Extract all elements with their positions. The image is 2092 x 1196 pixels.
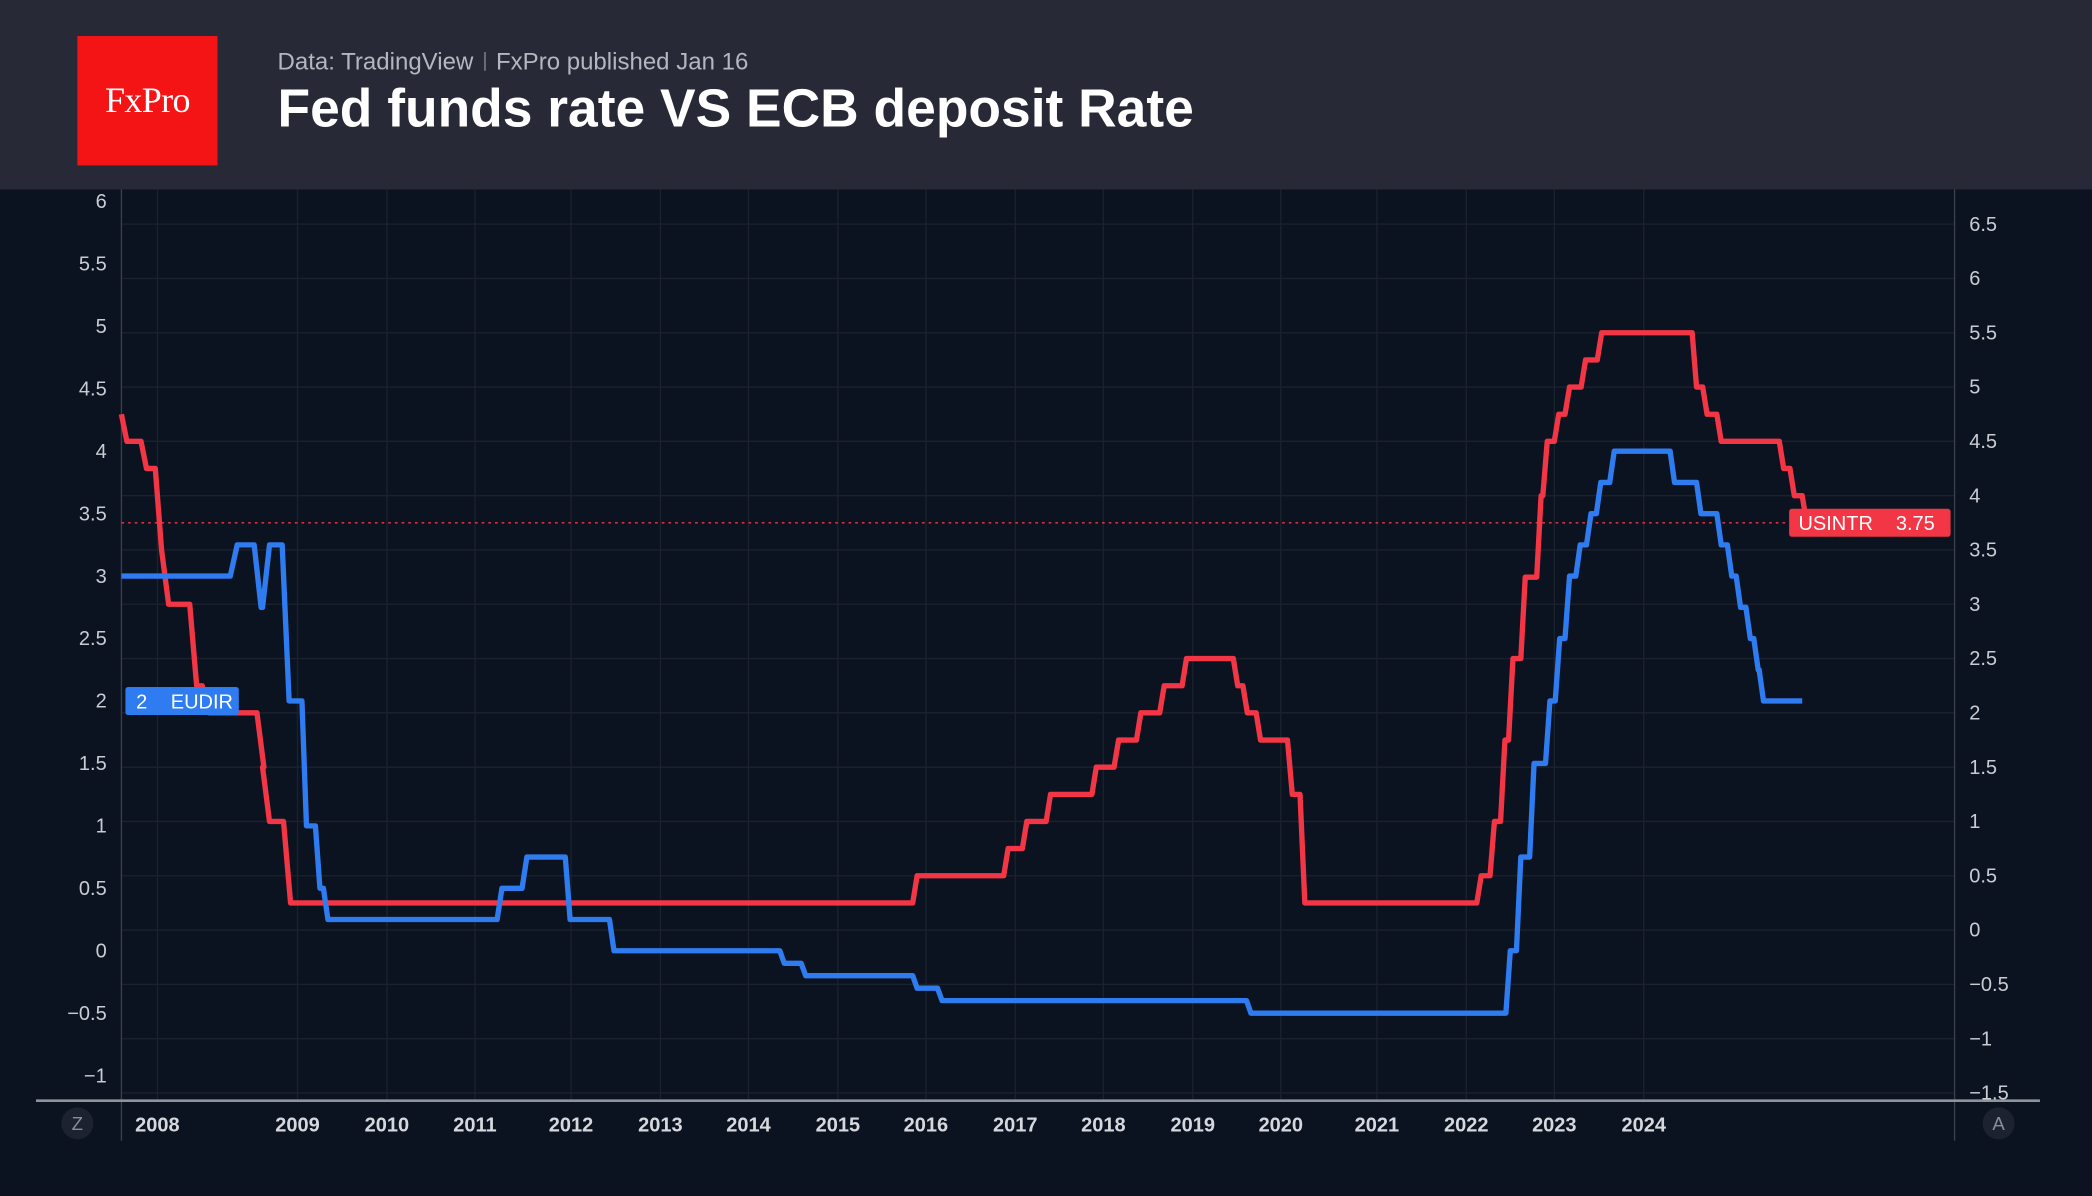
right-tick-label: 3.5 [1969,540,1997,562]
left-tick-label: 2 [96,691,107,713]
right-tick-label: −1.5 [1969,1083,2008,1105]
x-tick-label: 2018 [1081,1114,1126,1136]
left-tick-label: 2.5 [79,628,107,650]
left-tick-label: 0.5 [79,878,107,900]
eudir-tag: 2 EUDIR [125,686,239,715]
eudir-tag-bg [125,686,239,715]
x-tick-label: 2016 [904,1114,949,1136]
right-tick-label: −0.5 [1969,974,2008,996]
x-tick-label: 2015 [816,1114,861,1136]
x-tick-label: 2023 [1532,1114,1577,1136]
x-tick-label: 2020 [1259,1114,1304,1136]
a-button-label[interactable]: A [1992,1113,2005,1134]
left-tick-label: 3 [96,566,107,588]
grid [121,189,1955,1101]
z-button[interactable]: Z [61,1107,94,1140]
x-tick-label: 2022 [1444,1114,1489,1136]
right-tick-label: 4.5 [1969,431,1997,453]
x-tick-label: 2012 [549,1114,594,1136]
usintr-line [118,330,1810,906]
eudir-line [121,448,1803,1016]
fxpro-logo: FxPro [77,36,218,166]
right-tick-label: 1 [1969,811,1980,833]
usintr-tag: USINTR 3.75 [1789,508,1951,537]
axes [36,189,2040,1141]
right-axis-labels: 6.5 6 5.5 5 4.5 4 3.5 3 2.5 2 1.5 1 0.5 0 −0.5 −1 −1.5 [1969,214,2008,1105]
left-tick-label: 5.5 [79,254,107,276]
published-info: FxPro published Jan 16 [496,48,749,75]
x-tick-label: 2009 [275,1114,320,1136]
left-tick-label: 1.5 [79,753,107,775]
right-tick-label: −1 [1969,1028,1992,1050]
usintr-tag-bg [1789,508,1951,537]
left-tick-label: 4 [96,441,107,463]
separator [483,52,486,71]
x-tick-label: 2010 [365,1114,410,1136]
right-tick-label: 3 [1969,594,1980,616]
left-tick-label: −1 [84,1065,107,1087]
x-tick-label: 2017 [993,1114,1038,1136]
right-tick-label: 6 [1969,268,1980,290]
right-tick-label: 0.5 [1969,865,1997,887]
usintr-tag-value: 3.75 [1896,513,1935,535]
x-tick-label: 2021 [1355,1114,1400,1136]
right-tick-label: 0 [1969,920,1980,942]
x-tick-label: 2014 [726,1114,771,1136]
eudir-tag-value: 2 [136,691,147,713]
left-tick-label: 0 [96,940,107,962]
eudir-tag-name: EUDIR [171,691,233,713]
left-tick-label: 3.5 [79,503,107,525]
x-tick-label: 2008 [135,1114,180,1136]
right-tick-label: 5 [1969,377,1980,399]
x-tick-label: 2019 [1171,1114,1216,1136]
z-button-bg[interactable] [61,1107,94,1140]
series-lines [118,330,1810,1016]
right-tick-label: 6.5 [1969,214,1997,236]
time-axis-labels: 2008 2009 2010 2011 2012 2013 2014 2015 2016 2017… [135,1114,1667,1136]
usintr-tag-name: USINTR [1798,513,1872,535]
left-tick-label: 5 [96,316,107,338]
x-tick-label: 2011 [453,1114,496,1136]
right-tick-label: 2 [1969,703,1980,725]
page-title: Fed funds rate VS ECB deposit Rate [277,80,1194,139]
x-tick-label: 2024 [1621,1114,1666,1136]
left-axis-labels: 6 5.5 5 4.5 4 3.5 3 2.5 2 1.5 1 0.5 0 −0.5 −1 [67,191,106,1087]
x-tick-label: 2013 [638,1114,683,1136]
data-source: Data: TradingView [277,48,474,75]
a-button-bg[interactable] [1982,1107,2015,1140]
left-tick-label: −0.5 [67,1003,106,1025]
logo-text: FxPro [105,80,190,121]
left-tick-label: 4.5 [79,378,107,400]
right-tick-label: 4 [1969,485,1980,507]
right-tick-label: 1.5 [1969,757,1997,779]
auto-scale-button[interactable]: A [1982,1107,2015,1140]
left-tick-label: 6 [96,191,107,213]
left-tick-label: 1 [96,816,107,838]
right-tick-label: 2.5 [1969,648,1997,670]
z-button-label[interactable]: Z [72,1113,83,1134]
header: FxPro Data: TradingView FxPro published J… [0,0,2092,190]
subtitle: Data: TradingView FxPro published Jan 16 [278,48,749,76]
right-tick-label: 5.5 [1969,322,1997,344]
